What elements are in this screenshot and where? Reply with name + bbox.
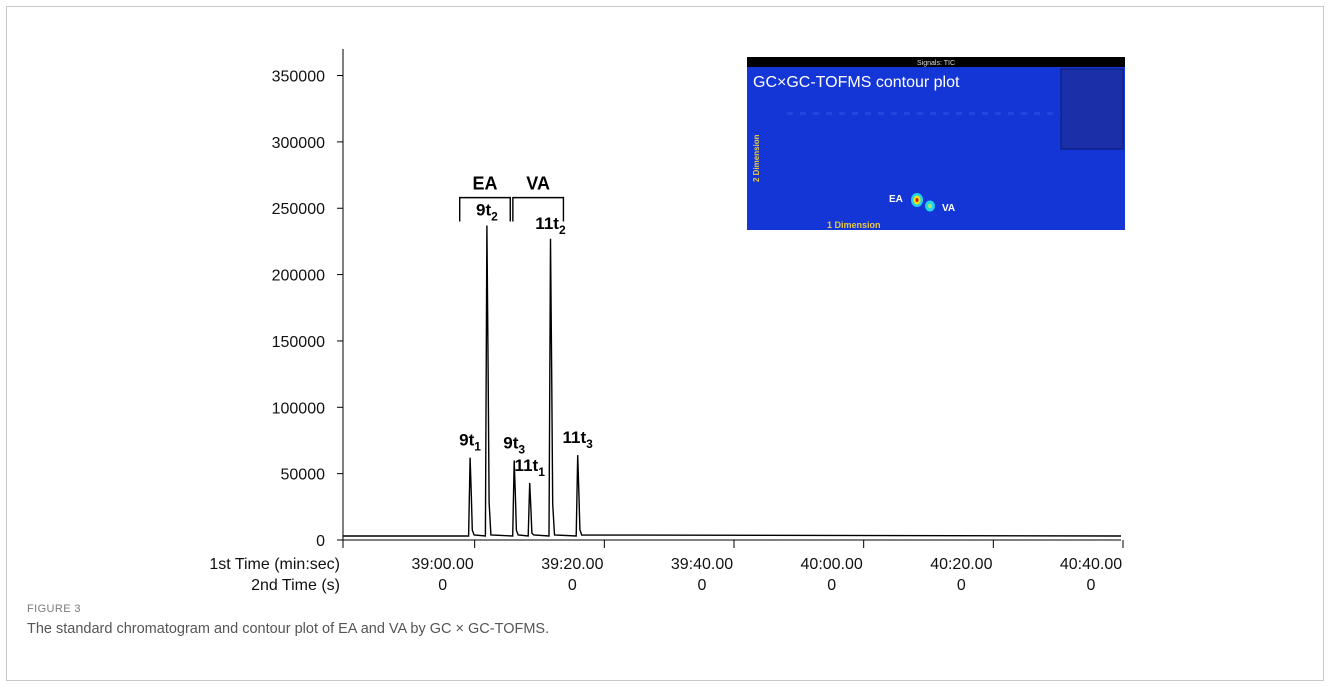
inset-noise-mark [878, 112, 884, 115]
x-row-label-first-time: 1st Time (min:sec) [209, 556, 340, 573]
x-row-label-second-time: 2nd Time (s) [251, 577, 340, 594]
figure-label: FIGURE 3 [27, 603, 81, 615]
inset-noise-mark [800, 112, 806, 115]
peak-label-9t1: 9t1 [459, 431, 481, 454]
contour-plot-inset: Signals: TIC GC×GC-TOFMS contour plot 2 Di… [747, 57, 1125, 230]
inset-noise-mark [813, 112, 819, 115]
inset-header-text: Signals: TIC [917, 60, 955, 67]
peak-label-9t3: 9t3 [503, 433, 525, 456]
group-bracket-EA [459, 196, 511, 222]
group-bracket-VA [512, 196, 565, 222]
chromatogram-trace [343, 225, 1122, 537]
inset-spot-label-EA: EA [889, 194, 903, 205]
inset-zoom-box [1060, 68, 1124, 150]
x-tick-label-first-time: 39:40.00 [671, 556, 733, 573]
inset-noise-mark [787, 112, 793, 115]
inset-noise-mark [1021, 112, 1027, 115]
inset-noise-mark [839, 112, 845, 115]
inset-noise-mark [891, 112, 897, 115]
inset-noise-mark [1047, 112, 1053, 115]
x-tick-label-first-time: 40:00.00 [801, 556, 863, 573]
figure-caption: The standard chromatogram and contour pl… [27, 621, 550, 637]
x-tick-label-second-time: 0 [698, 577, 707, 594]
inset-title: GC×GC-TOFMS contour plot [753, 74, 960, 91]
peak-label-11t1: 11t1 [515, 456, 546, 479]
inset-noise-mark [969, 112, 975, 115]
x-tick-label-second-time: 0 [438, 577, 447, 594]
inset-y-axis-label: 2 Dimension [752, 134, 761, 182]
group-label-VA: VA [526, 174, 550, 194]
inset-noise-mark [917, 112, 923, 115]
x-tick-label-second-time: 0 [1087, 577, 1096, 594]
inset-noise-mark [826, 112, 832, 115]
x-tick-label-first-time: 39:20.00 [541, 556, 603, 573]
x-tick-label-first-time: 39:00.00 [412, 556, 474, 573]
inset-noise-mark [982, 112, 988, 115]
inset-header-bar [747, 57, 1125, 67]
peak-label-9t2: 9t2 [476, 200, 498, 223]
inset-x-axis-label: 1 Dimension [827, 220, 881, 230]
inset-noise-mark [1008, 112, 1014, 115]
inset-noise-mark [956, 112, 962, 115]
inset-noise-mark [943, 112, 949, 115]
x-tick-label-first-time: 40:20.00 [930, 556, 992, 573]
x-tick-label-second-time: 0 [827, 577, 836, 594]
y-tick-label: 100000 [272, 400, 325, 417]
x-tick-label-first-time: 40:40.00 [1060, 556, 1122, 573]
y-tick-label: 250000 [272, 201, 325, 218]
inset-noise-mark [1034, 112, 1040, 115]
chromatogram-chart: 0 50000 100000 150000 200000 250000 300000 3500… [209, 49, 1125, 594]
inset-spot-EA-center [915, 198, 919, 202]
y-tick-label: 300000 [272, 135, 325, 152]
peak-label-11t2: 11t2 [535, 214, 566, 237]
inset-spot-VA-core [928, 203, 932, 209]
group-label-EA: EA [472, 174, 497, 194]
inset-noise-mark [852, 112, 858, 115]
inset-noise-mark [930, 112, 936, 115]
y-tick-label: 0 [316, 533, 325, 550]
y-tick-label: 200000 [272, 268, 325, 285]
inset-noise-mark [865, 112, 871, 115]
figure-frame: 0 50000 100000 150000 200000 250000 300000 3500… [6, 6, 1324, 681]
y-tick-label: 50000 [281, 467, 326, 484]
inset-noise-mark [995, 112, 1001, 115]
y-tick-label: 350000 [272, 69, 325, 86]
inset-spot-label-VA: VA [942, 203, 955, 214]
x-tick-label-second-time: 0 [957, 577, 966, 594]
peak-label-11t3: 11t3 [563, 428, 594, 451]
y-tick-label: 150000 [272, 334, 325, 351]
x-tick-label-second-time: 0 [568, 577, 577, 594]
inset-noise-mark [904, 112, 910, 115]
